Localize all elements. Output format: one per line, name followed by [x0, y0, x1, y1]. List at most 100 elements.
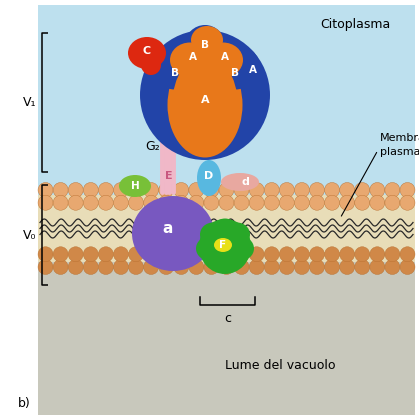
Ellipse shape — [132, 196, 214, 271]
Circle shape — [189, 183, 204, 198]
Text: C: C — [143, 46, 151, 56]
Circle shape — [295, 247, 309, 262]
Circle shape — [53, 195, 68, 210]
Ellipse shape — [210, 44, 260, 90]
Circle shape — [159, 195, 174, 210]
Ellipse shape — [228, 237, 254, 261]
Circle shape — [310, 195, 324, 210]
Ellipse shape — [212, 219, 238, 242]
Text: c: c — [224, 312, 231, 325]
Circle shape — [355, 247, 370, 262]
Circle shape — [38, 183, 53, 198]
Ellipse shape — [128, 37, 166, 69]
Text: V₁: V₁ — [23, 96, 36, 109]
Circle shape — [264, 259, 279, 274]
Ellipse shape — [141, 55, 161, 75]
Circle shape — [234, 195, 249, 210]
Ellipse shape — [150, 44, 200, 90]
Ellipse shape — [119, 175, 151, 197]
Circle shape — [279, 247, 294, 262]
Text: A: A — [201, 95, 210, 105]
Circle shape — [114, 195, 129, 210]
Text: A: A — [249, 65, 257, 75]
Circle shape — [83, 183, 98, 198]
Circle shape — [219, 183, 234, 198]
Circle shape — [174, 183, 189, 198]
Circle shape — [264, 183, 279, 198]
Text: F: F — [220, 240, 227, 250]
Circle shape — [98, 183, 114, 198]
Circle shape — [83, 259, 98, 274]
Ellipse shape — [200, 222, 226, 247]
Circle shape — [159, 259, 174, 274]
Circle shape — [68, 195, 83, 210]
Bar — [38, 5, 415, 200]
Bar — [0, 0, 38, 415]
Circle shape — [189, 259, 204, 274]
Text: a: a — [163, 221, 173, 236]
Circle shape — [53, 259, 68, 274]
Circle shape — [159, 183, 174, 198]
Circle shape — [400, 247, 415, 262]
Circle shape — [38, 247, 53, 262]
Circle shape — [355, 183, 370, 198]
Bar — [38, 262, 415, 415]
Circle shape — [144, 259, 159, 274]
Circle shape — [249, 247, 264, 262]
Circle shape — [355, 195, 370, 210]
Circle shape — [38, 259, 53, 274]
Text: Lume del vacuolo: Lume del vacuolo — [225, 359, 335, 371]
Circle shape — [98, 259, 114, 274]
Circle shape — [385, 259, 400, 274]
Circle shape — [264, 195, 279, 210]
Circle shape — [204, 259, 219, 274]
Ellipse shape — [212, 249, 238, 273]
Text: D: D — [204, 171, 214, 181]
Circle shape — [310, 247, 324, 262]
Circle shape — [129, 259, 144, 274]
Ellipse shape — [191, 26, 223, 54]
Circle shape — [340, 259, 354, 274]
Text: b): b) — [18, 396, 31, 410]
Circle shape — [325, 195, 339, 210]
Circle shape — [370, 183, 385, 198]
Circle shape — [325, 259, 339, 274]
Ellipse shape — [224, 222, 250, 247]
Circle shape — [129, 195, 144, 210]
Circle shape — [385, 247, 400, 262]
Circle shape — [279, 195, 294, 210]
Text: B: B — [171, 68, 179, 78]
Circle shape — [370, 259, 385, 274]
Text: B: B — [231, 68, 239, 78]
Circle shape — [114, 247, 129, 262]
Circle shape — [204, 183, 219, 198]
Circle shape — [129, 247, 144, 262]
Ellipse shape — [168, 53, 243, 158]
Circle shape — [219, 195, 234, 210]
Circle shape — [114, 259, 129, 274]
Text: B: B — [201, 40, 209, 50]
Text: A: A — [221, 52, 229, 62]
Circle shape — [129, 183, 144, 198]
Circle shape — [68, 183, 83, 198]
Circle shape — [204, 195, 219, 210]
Circle shape — [370, 247, 385, 262]
Circle shape — [400, 183, 415, 198]
Circle shape — [83, 247, 98, 262]
Text: G₂: G₂ — [145, 139, 160, 152]
Text: V₀: V₀ — [23, 229, 36, 242]
Circle shape — [400, 259, 415, 274]
Circle shape — [144, 247, 159, 262]
Ellipse shape — [173, 56, 238, 151]
Circle shape — [234, 183, 249, 198]
Circle shape — [159, 247, 174, 262]
Ellipse shape — [221, 173, 259, 191]
Circle shape — [310, 259, 324, 274]
Circle shape — [249, 195, 264, 210]
Text: A: A — [189, 52, 197, 62]
Text: E: E — [165, 171, 173, 181]
Circle shape — [385, 183, 400, 198]
Ellipse shape — [140, 30, 270, 160]
Ellipse shape — [199, 219, 251, 274]
Circle shape — [98, 247, 114, 262]
